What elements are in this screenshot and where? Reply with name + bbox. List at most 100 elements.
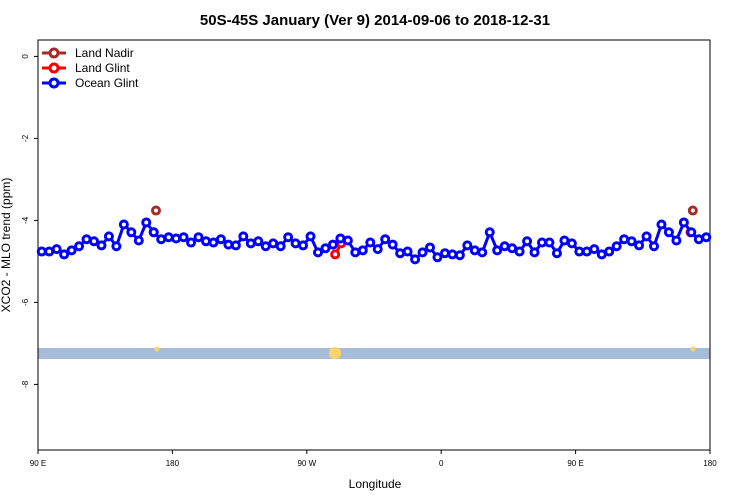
data-point (141, 217, 152, 228)
data-point (492, 245, 503, 256)
data-point (447, 249, 458, 260)
data-point (671, 235, 682, 246)
data-point (439, 248, 450, 259)
data-point (305, 231, 316, 242)
y-tick-label: 0 (21, 54, 30, 59)
data-point (186, 237, 197, 248)
legend-label: Land Nadir (75, 46, 134, 60)
data-point (454, 250, 465, 261)
data-point (634, 240, 645, 251)
data-point (462, 240, 473, 251)
data-point (81, 234, 92, 245)
legend-label: Ocean Glint (75, 76, 139, 90)
y-tick-label: -8 (21, 380, 30, 388)
sun-marker (329, 347, 341, 359)
data-point (253, 236, 264, 247)
data-point (566, 238, 577, 249)
data-point (150, 205, 161, 216)
data-point (111, 241, 122, 252)
data-point (380, 234, 391, 245)
data-point (514, 246, 525, 257)
data-point (701, 232, 712, 243)
x-tick-label: 90 E (30, 459, 46, 468)
legend-marker (48, 47, 60, 59)
data-point (330, 249, 341, 260)
x-tick-label: 90 W (297, 459, 316, 468)
data-point (402, 246, 413, 257)
data-point (230, 240, 241, 251)
data-point (663, 227, 674, 238)
data-point (417, 247, 428, 258)
data-point (118, 219, 129, 230)
data-point (656, 219, 667, 230)
data-point (574, 246, 585, 257)
data-point (74, 241, 85, 252)
data-point (290, 238, 301, 249)
sun-marker (690, 346, 696, 352)
data-point (327, 239, 338, 250)
data-point (596, 249, 607, 260)
data-point (641, 231, 652, 242)
y-tick-label: -4 (21, 216, 30, 224)
data-point (469, 245, 480, 256)
data-point (163, 232, 174, 243)
y-tick-label: -6 (21, 298, 30, 306)
data-point (126, 227, 137, 238)
data-point (357, 245, 368, 256)
data-point (649, 241, 659, 252)
data-point (581, 246, 592, 257)
data-point (156, 234, 167, 245)
data-point (283, 232, 294, 243)
data-point (320, 243, 331, 254)
data-point (66, 245, 77, 256)
data-point (313, 247, 323, 258)
data-point (507, 243, 518, 254)
data-point (529, 247, 540, 258)
x-tick-label: 180 (703, 459, 717, 468)
data-point (298, 240, 309, 251)
data-point (626, 236, 637, 247)
legend-marker (48, 62, 60, 74)
data-point (133, 235, 144, 246)
data-point (365, 237, 376, 248)
data-point (522, 236, 533, 247)
data-point (687, 205, 698, 216)
data-point (96, 240, 107, 251)
data-point (544, 237, 555, 248)
data-point (342, 235, 353, 246)
data-point (678, 217, 689, 228)
data-point (537, 237, 547, 248)
data-point (215, 234, 226, 245)
data-point (551, 248, 562, 259)
data-point (36, 246, 47, 257)
y-axis-label: XCO2 - MLO trend (ppm) (0, 178, 13, 313)
x-tick-label: 90 E (567, 459, 583, 468)
data-point (103, 231, 114, 242)
data-point (268, 238, 279, 249)
data-point (223, 239, 234, 250)
data-point (611, 241, 622, 252)
chart-title: 50S-45S January (Ver 9) 2014-09-06 to 20… (200, 12, 550, 29)
data-point (89, 236, 99, 247)
data-point (238, 231, 249, 242)
data-point (372, 244, 383, 255)
data-point (350, 247, 361, 258)
data-point (477, 247, 488, 258)
data-point (425, 242, 435, 253)
plot-frame (37, 39, 711, 451)
data-point (686, 227, 697, 238)
data-point (395, 248, 406, 259)
data-point (208, 237, 219, 248)
data-point (484, 227, 495, 238)
data-point (44, 246, 55, 257)
data-point (59, 249, 70, 260)
x-tick-label: 180 (166, 459, 180, 468)
data-point (201, 236, 211, 247)
data-point (335, 233, 346, 244)
data-point (589, 244, 600, 255)
sun-marker (154, 346, 160, 352)
y-tick-label: -2 (21, 134, 30, 142)
data-point (260, 241, 271, 252)
coverage-band (38, 348, 710, 359)
